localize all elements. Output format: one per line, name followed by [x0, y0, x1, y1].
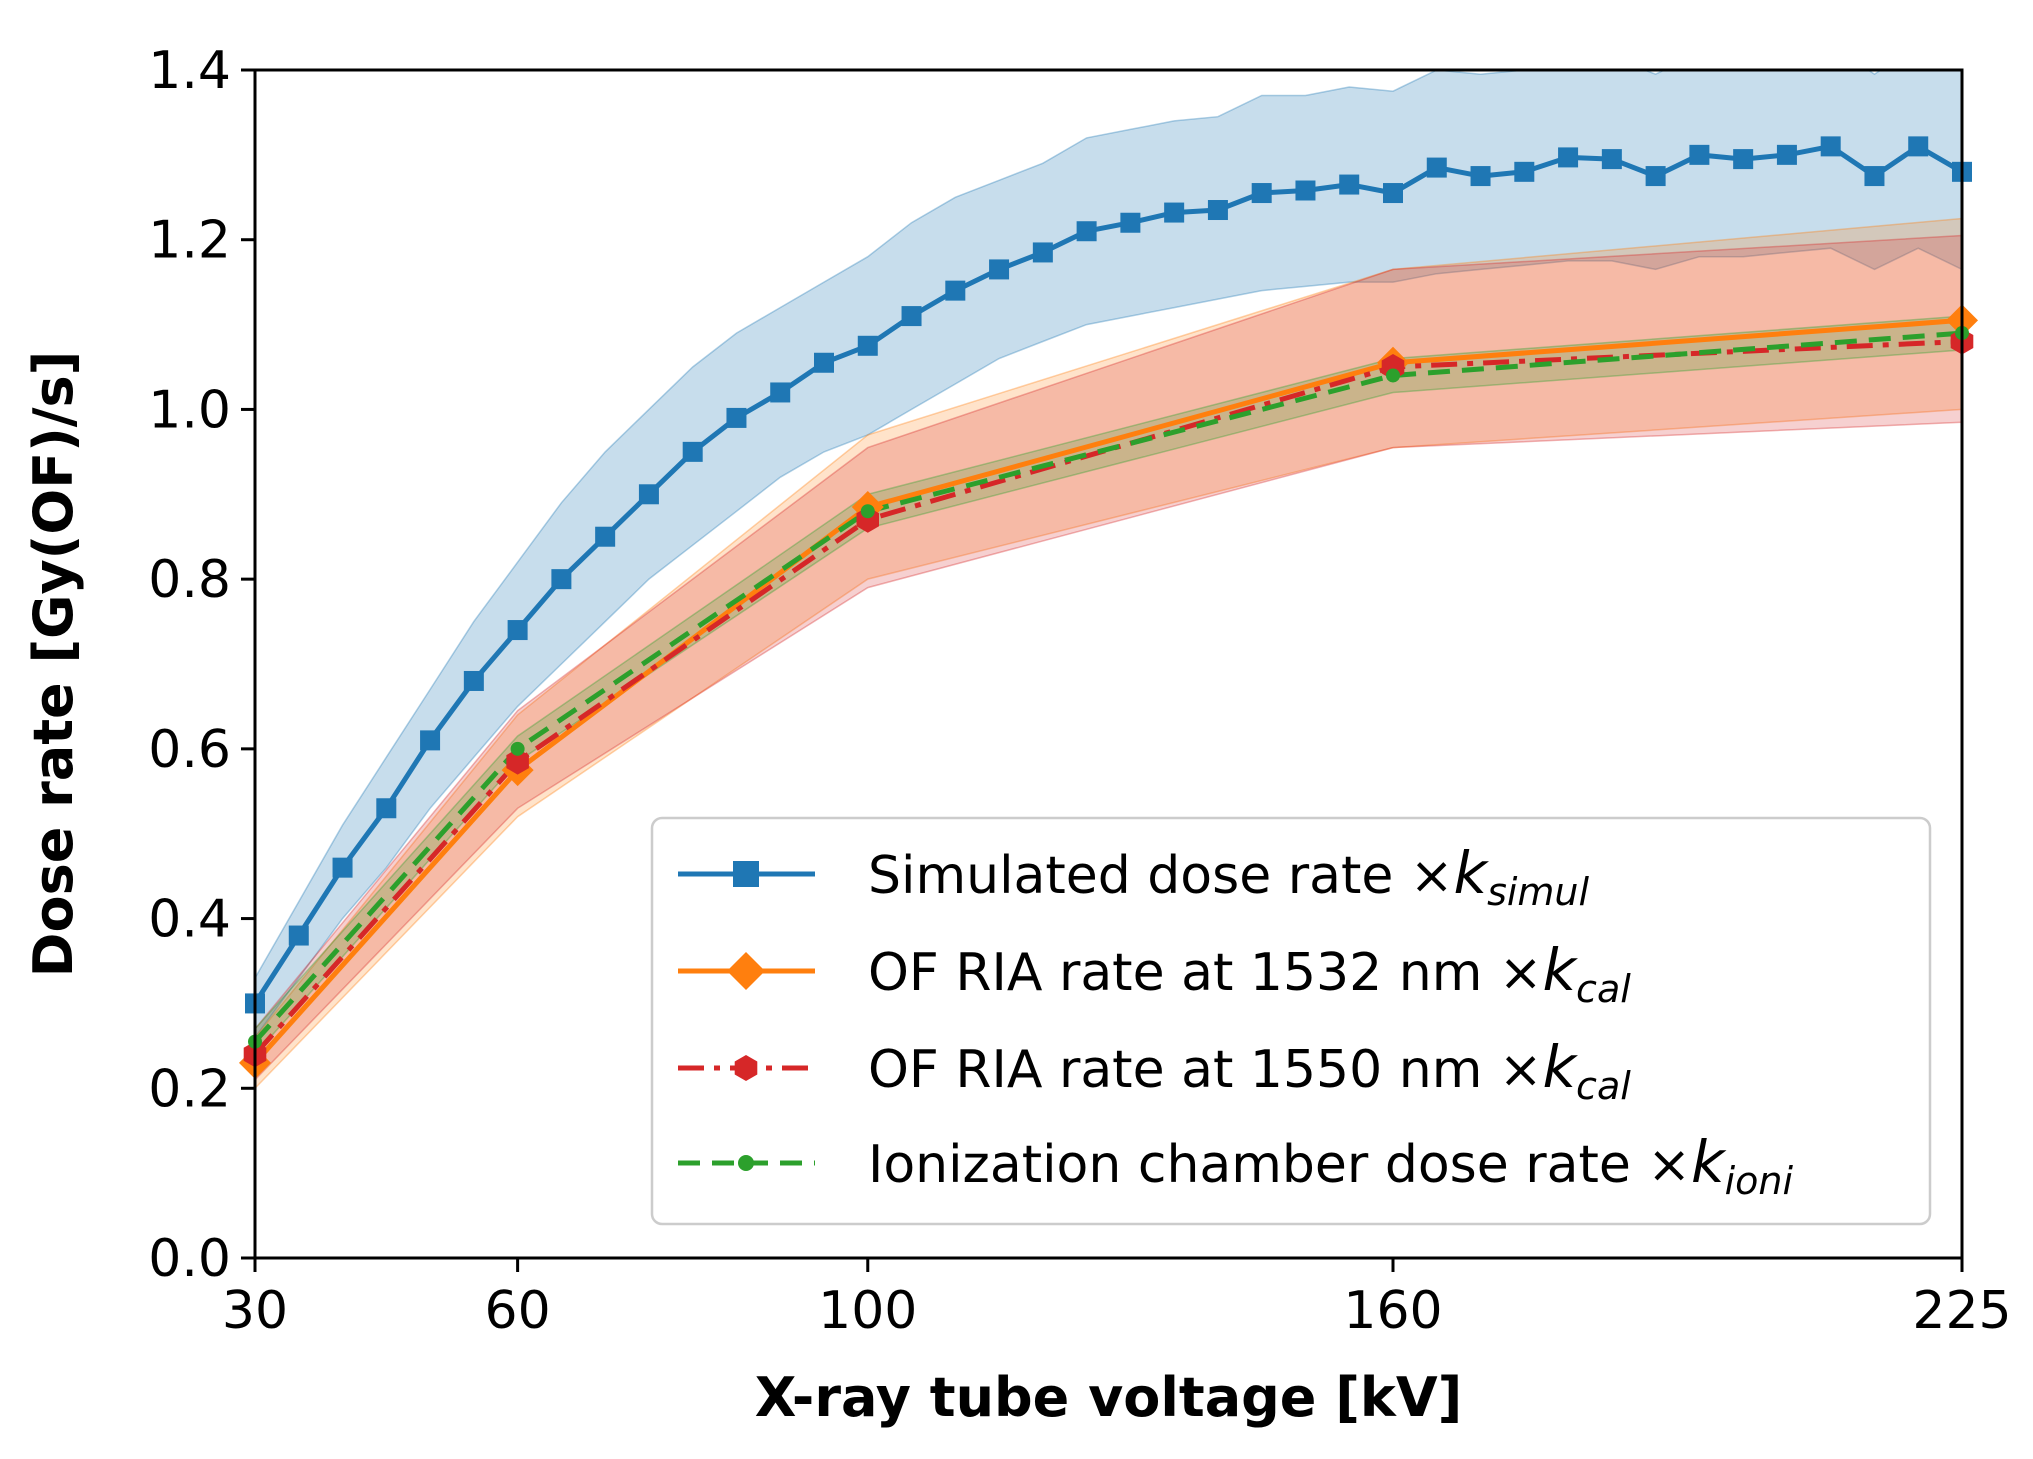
- simulated-dose-rate-point: [1820, 136, 1841, 157]
- simulated-dose-rate-point: [1339, 174, 1360, 195]
- of-ria-rate-at-1532-nm-band: [255, 217, 1962, 1090]
- simulated-dose-rate-band: [255, 70, 1962, 1039]
- y-tick-label: 1.4: [148, 41, 231, 101]
- simulated-dose-rate-point: [1689, 144, 1710, 165]
- legend-label-ionization-chamber-dose-rate: Ionization chamber dose rate ×kioni: [868, 1128, 1793, 1203]
- simulated-dose-rate-point: [1514, 161, 1535, 182]
- simulated-dose-rate-point: [420, 730, 441, 751]
- x-tick-label: 225: [1912, 1281, 2011, 1341]
- simulated-dose-rate-point: [1207, 200, 1228, 221]
- legend-marker-of-ria-rate-at-1550-nm: [734, 1055, 758, 1081]
- x-tick-label: 100: [818, 1281, 917, 1341]
- simulated-dose-rate-point: [1426, 157, 1447, 178]
- x-tick-label: 30: [222, 1281, 288, 1341]
- simulated-dose-rate-point: [726, 407, 747, 428]
- legend: Simulated dose rate ×ksimul OF RIA rate a…: [650, 816, 1932, 1226]
- legend-box: [650, 816, 1932, 1226]
- legend-label-of-ria-rate-at-1550-nm: OF RIA rate at 1550 nm ×kcal: [868, 1033, 1631, 1108]
- x-tick-label: 160: [1343, 1281, 1442, 1341]
- simulated-dose-rate-point: [1164, 202, 1185, 223]
- simulated-dose-rate-point: [1864, 166, 1885, 187]
- legend-marker-ionization-chamber-dose-rate: [738, 1155, 754, 1171]
- y-tick-label: 0.8: [148, 550, 231, 610]
- ionization-chamber-dose-rate-point: [860, 504, 875, 519]
- simulated-dose-rate-point: [1032, 242, 1053, 263]
- simulated-dose-rate-point: [1908, 136, 1929, 157]
- simulated-dose-rate-point: [1733, 149, 1754, 170]
- simulated-dose-rate-point: [288, 925, 309, 946]
- confidence-bands: [255, 70, 1962, 1090]
- y-tick-label: 1.2: [148, 211, 231, 271]
- legend-label-simulated-dose-rate: Simulated dose rate ×ksimul: [868, 839, 1590, 914]
- x-tick-label: 60: [485, 1281, 551, 1341]
- simulated-dose-rate-point: [1645, 166, 1666, 187]
- simulated-dose-rate-point: [551, 569, 572, 590]
- simulated-dose-rate-point: [638, 484, 659, 505]
- simulated-dose-rate-line: [255, 143, 1962, 1005]
- simulated-dose-rate-point: [1470, 166, 1491, 187]
- simulated-dose-rate-point: [595, 526, 616, 547]
- simulated-dose-rate-point: [1776, 144, 1797, 165]
- simulated-dose-rate-point: [1558, 147, 1579, 168]
- simulated-dose-rate-point: [1120, 212, 1141, 233]
- x-axis-title: X-ray tube voltage [kV]: [755, 1366, 1463, 1429]
- simulated-dose-rate-point: [1383, 183, 1403, 204]
- legend-marker-simulated-dose-rate: [733, 861, 759, 887]
- simulated-dose-rate-point: [376, 798, 397, 819]
- y-tick-label: 0.0: [148, 1229, 231, 1289]
- legend-marker-of-ria-rate-at-1532-nm: [727, 952, 765, 990]
- simulated-dose-rate-point: [901, 306, 922, 327]
- simulated-dose-rate-point: [989, 259, 1010, 280]
- of-ria-rate-at-1550-nm-band: [255, 234, 1962, 1081]
- simulated-dose-rate-point: [1251, 183, 1272, 204]
- of-ria-rate-at-1550-nm-point: [506, 748, 529, 775]
- y-tick-label: 0.4: [148, 890, 231, 950]
- y-tick-label: 0.6: [148, 720, 231, 780]
- simulated-dose-rate-point: [770, 382, 791, 403]
- y-axis-title: Dose rate [Gy(OF)/s]: [22, 351, 85, 978]
- y-tick-label: 0.2: [148, 1059, 231, 1119]
- simulated-dose-rate-point: [1295, 180, 1316, 201]
- simulated-dose-rate-point: [945, 280, 966, 301]
- simulated-dose-rate-point: [857, 335, 878, 356]
- simulated-dose-rate-point: [507, 620, 528, 641]
- ionization-chamber-dose-rate-point: [510, 741, 525, 756]
- plot-frame: [253, 68, 1964, 1260]
- simulated-dose-rate-point: [332, 857, 353, 878]
- simulated-dose-rate-point: [1601, 149, 1622, 170]
- simulated-dose-rate-point: [682, 441, 703, 462]
- legend-label-of-ria-rate-at-1532-nm: OF RIA rate at 1532 nm ×kcal: [868, 936, 1631, 1011]
- simulated-dose-rate-point: [814, 352, 834, 373]
- simulated-dose-rate-point: [1076, 221, 1097, 242]
- ionization-chamber-dose-rate-point: [1386, 368, 1400, 383]
- y-axis-ticks: 0.0 0.2 0.4 0.6 0.8 1.0 1.2 1.4: [148, 41, 255, 1289]
- y-tick-label: 1.0: [148, 380, 231, 440]
- simulated-dose-rate-point: [463, 670, 484, 691]
- series-markers: [239, 136, 1978, 1079]
- x-axis-ticks: 30 60 100 160 225: [222, 1258, 2012, 1341]
